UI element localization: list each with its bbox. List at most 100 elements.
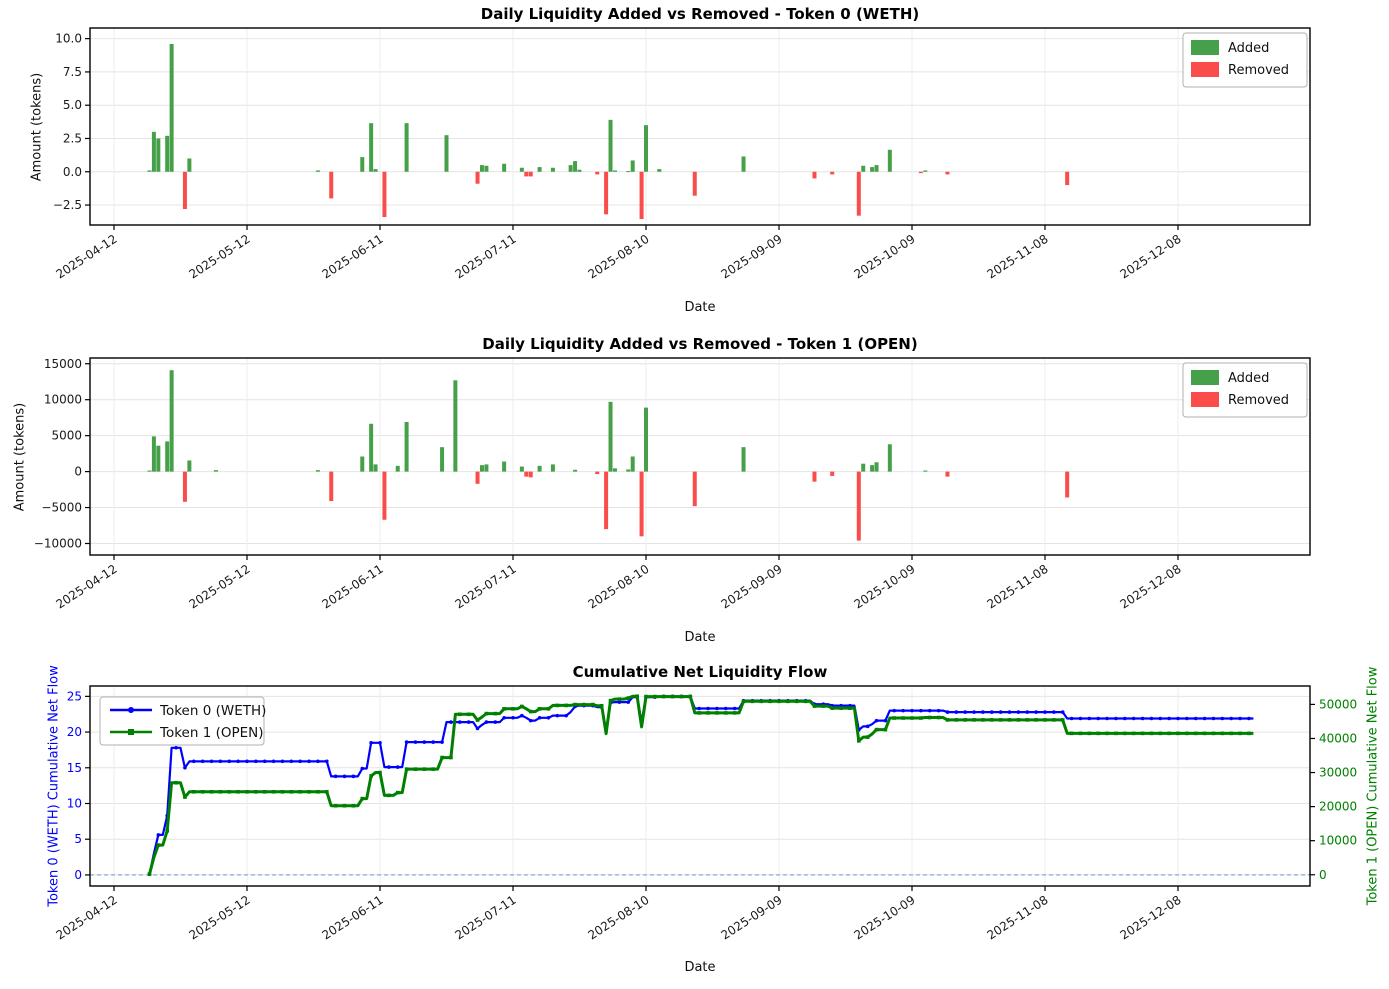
- bar-removed: [604, 471, 609, 530]
- marker-point: [1202, 716, 1207, 721]
- marker-point: [1123, 716, 1127, 721]
- marker-point: [209, 789, 214, 794]
- marker-point: [653, 694, 657, 699]
- marker-point: [724, 711, 728, 715]
- bar-removed: [856, 471, 861, 541]
- marker-point: [289, 759, 294, 764]
- marker-point: [608, 698, 613, 703]
- marker-point: [431, 767, 435, 771]
- marker-point: [1034, 710, 1038, 714]
- marker-point: [351, 774, 356, 779]
- marker-point: [1220, 716, 1225, 721]
- marker-point: [1185, 731, 1189, 736]
- marker-point: [466, 712, 471, 717]
- bar-added: [484, 464, 489, 472]
- y-tick-label-left: 25: [67, 689, 82, 703]
- marker-point: [697, 711, 701, 715]
- marker-point: [883, 718, 888, 723]
- marker-point: [502, 707, 506, 711]
- legend: Token 0 (WETH) Token 1 (OPEN): [99, 696, 266, 746]
- bar-added: [169, 43, 174, 172]
- marker-point: [839, 706, 843, 710]
- marker-point: [1140, 731, 1145, 736]
- bar-added: [608, 119, 613, 172]
- marker-point: [360, 796, 365, 801]
- marker-point: [1025, 718, 1030, 722]
- marker-point: [458, 720, 462, 724]
- marker-point: [209, 759, 214, 764]
- x-tick-label: 2025-08-10: [586, 232, 652, 282]
- marker-point: [431, 740, 436, 744]
- chart-title: Cumulative Net Liquidity Flow: [572, 663, 828, 681]
- legend: Added Removed: [1182, 32, 1308, 88]
- marker-point: [865, 735, 870, 739]
- marker-point: [1229, 716, 1233, 721]
- marker-point: [466, 720, 471, 724]
- marker-point: [573, 702, 577, 707]
- x-axis-label: Date: [684, 300, 716, 315]
- marker-point: [626, 700, 631, 704]
- marker-point: [1016, 718, 1021, 722]
- marker-point: [1149, 731, 1154, 736]
- chart-title: Daily Liquidity Added vs Removed - Token…: [482, 335, 918, 353]
- marker-point: [1060, 718, 1065, 722]
- marker-point: [972, 710, 976, 714]
- marker-point: [360, 766, 365, 771]
- marker-point: [1193, 716, 1198, 721]
- marker-point: [183, 795, 187, 799]
- bar-added: [213, 470, 218, 472]
- marker-point: [236, 759, 240, 764]
- x-tick-label: 2025-06-11: [320, 232, 386, 282]
- marker-point: [715, 706, 719, 711]
- marker-point: [1007, 718, 1012, 722]
- plot-border: [89, 357, 1311, 556]
- marker-point: [280, 789, 285, 794]
- marker-point: [174, 780, 178, 785]
- bar-added: [404, 123, 409, 172]
- marker-point: [848, 706, 852, 710]
- y-tick-label-right: 0: [1319, 868, 1327, 882]
- marker-point: [963, 710, 967, 714]
- marker-point: [511, 707, 515, 711]
- marker-point: [333, 774, 338, 779]
- marker-point: [892, 716, 897, 720]
- bar-added: [923, 470, 928, 472]
- marker-point: [936, 715, 941, 720]
- y-tick-label-right: 40000: [1319, 731, 1357, 745]
- marker-point: [493, 711, 498, 716]
- marker-point: [777, 699, 781, 704]
- chart-canvas-token0: 10.0 7.5 5.0 2.5 0.0 −2.5 2025-04-12 2025-05-12…: [53, 27, 1311, 282]
- marker-point: [670, 694, 675, 699]
- y-tick-label-left: 0: [74, 868, 82, 882]
- series-line-token-0-weth-: [148, 695, 1254, 875]
- bar-added: [147, 170, 152, 172]
- x-tick-label: 2025-10-09: [852, 562, 918, 612]
- marker-point: [449, 720, 453, 724]
- bar-added: [502, 461, 507, 472]
- marker-point: [280, 759, 285, 764]
- legend-label: Token 0 (WETH): [159, 703, 266, 719]
- marker-point: [582, 702, 586, 707]
- marker-point: [1202, 731, 1207, 736]
- marker-point: [715, 711, 719, 715]
- marker-point: [555, 713, 560, 718]
- marker-point: [236, 789, 240, 794]
- y-tick-label: −2.5: [53, 198, 82, 212]
- bar-removed: [475, 171, 480, 184]
- y-tick-label: −5000: [41, 501, 82, 515]
- legend-swatch-added: [1191, 40, 1219, 55]
- x-tick-label: 2025-04-12: [54, 232, 120, 282]
- bar-removed: [692, 471, 697, 507]
- marker-point: [422, 767, 427, 771]
- marker-point: [830, 706, 834, 710]
- bar-added: [870, 465, 875, 472]
- marker-point: [1229, 731, 1233, 736]
- x-tick-label: 2025-11-08: [985, 893, 1051, 943]
- marker-point: [1247, 731, 1251, 736]
- marker-point: [440, 740, 444, 744]
- marker-point: [502, 715, 506, 720]
- marker-point: [245, 759, 249, 764]
- y-tick-label: 2.5: [63, 131, 82, 145]
- marker-point: [945, 718, 950, 722]
- marker-point: [307, 789, 311, 794]
